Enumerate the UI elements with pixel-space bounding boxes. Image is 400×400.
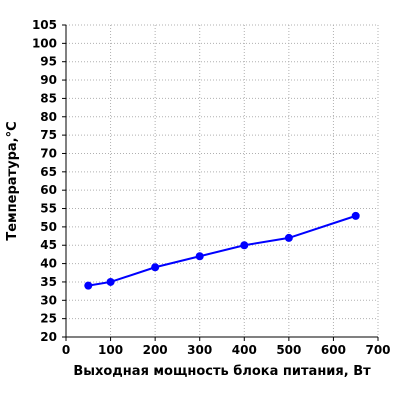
data-point <box>106 277 115 286</box>
x-tick-label: 500 <box>276 343 301 357</box>
x-tick-labels: 0 100 200 300 400 500 600 700 <box>62 343 391 357</box>
x-axis-title: Выходная мощность блока питания, Вт <box>73 364 371 379</box>
y-tick-label: 55 <box>40 202 57 216</box>
y-tick-label: 65 <box>40 165 57 179</box>
data-point <box>284 233 293 242</box>
x-tick-label: 200 <box>143 343 168 357</box>
y-tick-label: 85 <box>40 91 57 105</box>
series <box>84 211 360 290</box>
x-tick-label: 400 <box>232 343 257 357</box>
y-tick-label: 105 <box>32 18 57 32</box>
y-tick-label: 20 <box>40 330 57 344</box>
x-tick-label: 300 <box>187 343 212 357</box>
data-point <box>195 252 204 261</box>
y-tick-label: 80 <box>40 110 57 124</box>
y-tick-label: 60 <box>40 183 57 197</box>
y-tick-label: 95 <box>40 55 57 69</box>
y-tick-label: 45 <box>40 238 57 252</box>
data-point <box>151 263 160 272</box>
grid <box>66 24 379 337</box>
y-tick-label: 70 <box>40 146 57 160</box>
data-point <box>351 211 360 220</box>
data-point <box>240 241 249 250</box>
y-tick-labels: 20 25 30 35 40 45 50 55 60 65 70 75 80 85 90 95 100 105 <box>32 18 57 344</box>
x-tick-label: 600 <box>321 343 346 357</box>
axes <box>62 24 379 341</box>
y-axis-title: Температура,°C <box>5 121 20 240</box>
y-tick-label: 75 <box>40 128 57 142</box>
y-tick-label: 90 <box>40 73 57 87</box>
y-tick-label: 100 <box>32 36 57 50</box>
y-tick-label: 35 <box>40 275 57 289</box>
y-tick-label: 50 <box>40 220 57 234</box>
x-tick-label: 700 <box>365 343 390 357</box>
x-tick-label: 100 <box>98 343 123 357</box>
y-tick-label: 40 <box>40 257 57 271</box>
data-point <box>84 281 93 290</box>
x-tick-label: 0 <box>62 343 70 357</box>
y-tick-label: 25 <box>40 312 57 326</box>
y-tick-label: 30 <box>40 293 57 307</box>
series-line <box>88 214 357 287</box>
